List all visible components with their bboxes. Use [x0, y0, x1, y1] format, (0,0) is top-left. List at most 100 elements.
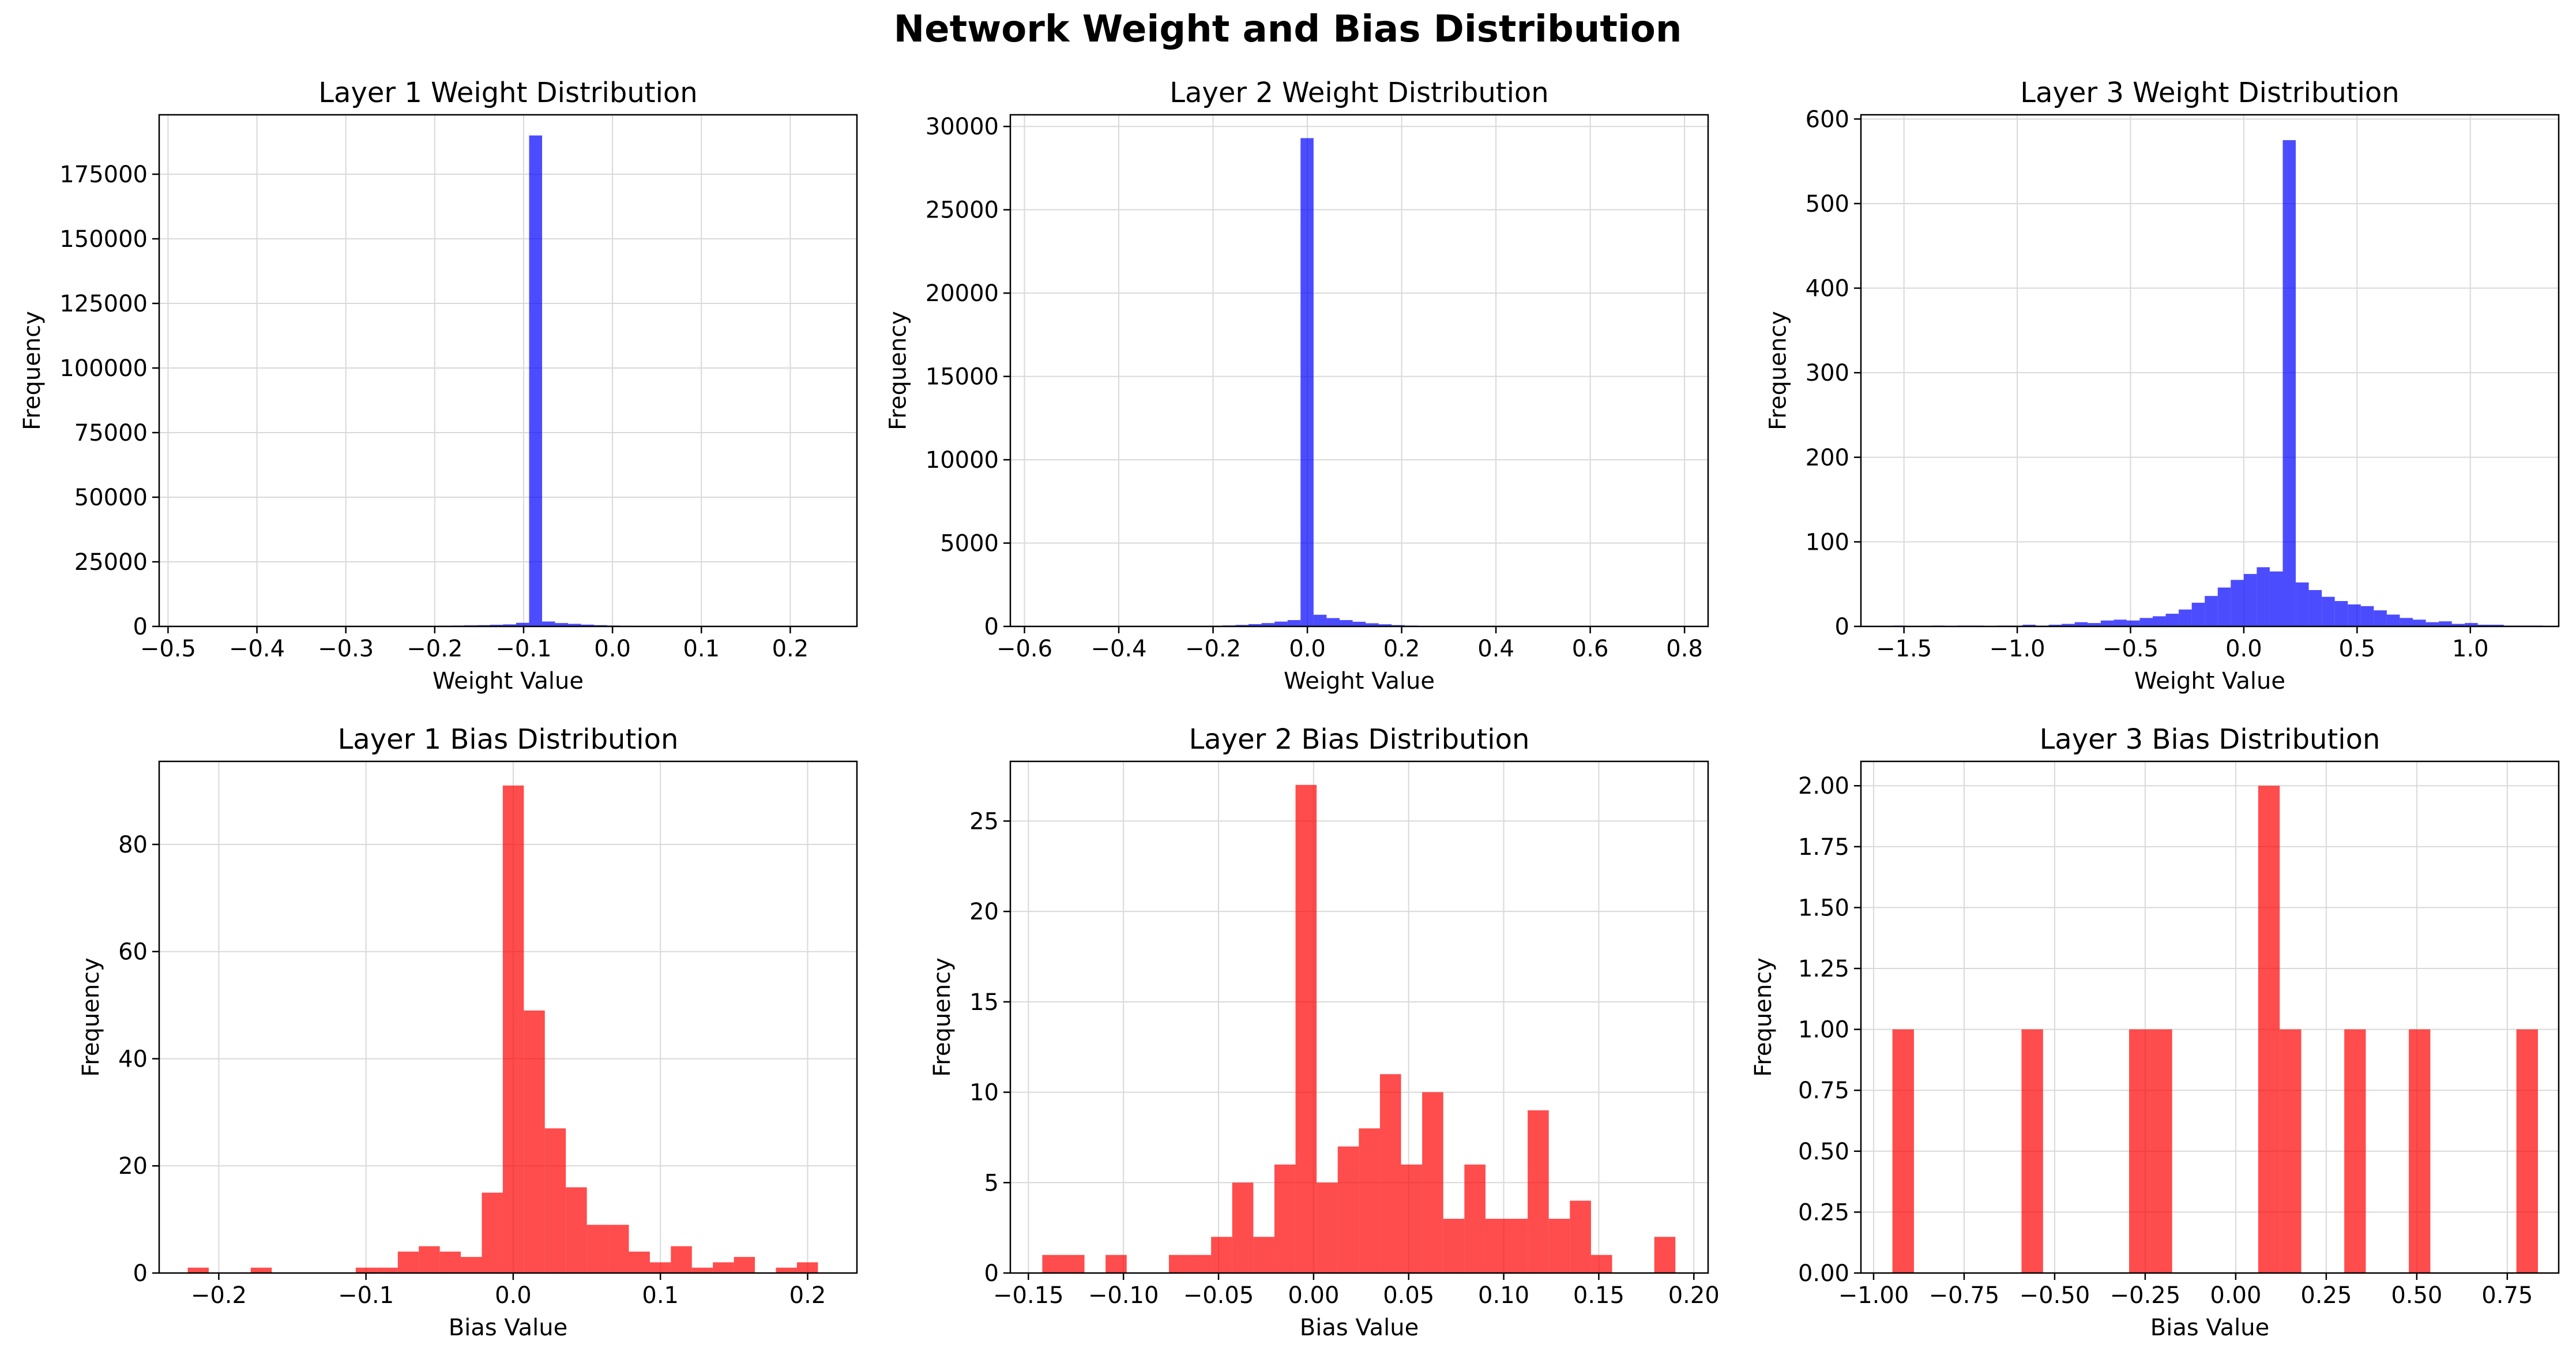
y-tick-label: 5	[984, 1170, 999, 1196]
y-tick-label: 10	[969, 1080, 999, 1106]
histogram-bar	[1168, 1255, 1190, 1273]
axes-frame	[1860, 760, 2560, 1274]
histogram-bar	[2296, 582, 2309, 626]
histogram-bar	[1485, 1218, 1507, 1273]
y-axis-label: Frequency	[1765, 311, 1792, 430]
histogram-bar	[1300, 138, 1314, 626]
histogram-bar	[1590, 1255, 1612, 1273]
histogram-bar	[2129, 1029, 2151, 1273]
histogram-bar	[529, 135, 543, 626]
histogram-bar	[1326, 618, 1340, 626]
histogram-bar	[2126, 620, 2140, 626]
y-tick-label: 100000	[59, 355, 148, 382]
y-tick-label: 30000	[926, 114, 999, 140]
histogram-bar	[2322, 596, 2335, 626]
histogram-bar	[377, 1267, 398, 1273]
x-tick-label: 0.1	[642, 1282, 679, 1309]
y-tick-label: 175000	[59, 162, 148, 188]
histogram-bar	[1235, 625, 1249, 626]
x-tick-label: −0.4	[1090, 636, 1146, 662]
x-tick-label: −0.5	[2103, 636, 2158, 662]
y-tick-label: 0	[133, 614, 148, 640]
histogram-bar	[555, 623, 569, 626]
histogram-bar	[581, 624, 595, 626]
y-axis-label: Frequency	[78, 958, 104, 1077]
x-tick-label: 0.0	[594, 636, 631, 662]
x-axis-label: Bias Value	[449, 1315, 567, 1341]
y-tick-label: 5000	[940, 531, 999, 557]
y-tick-label: 125000	[59, 291, 148, 317]
histogram-bar	[2374, 610, 2387, 626]
y-tick-label: 0.00	[1798, 1260, 1849, 1287]
histogram-bar	[2074, 622, 2088, 626]
histogram-bar	[2062, 624, 2075, 626]
histogram-bar	[671, 1246, 692, 1273]
histogram-bar	[1528, 1110, 1549, 1273]
x-tick-label: −0.15	[993, 1282, 1064, 1309]
histogram-bar	[1379, 1074, 1401, 1273]
y-tick-label: 20	[969, 899, 999, 925]
y-tick-label: 75000	[74, 420, 148, 446]
histogram-bar	[2516, 1029, 2538, 1273]
histogram-bar	[490, 625, 503, 626]
x-tick-label: 0.1	[683, 636, 720, 662]
figure-title: Network Weight and Bias Distribution	[894, 8, 1682, 51]
y-tick-label: 60	[118, 939, 148, 966]
subplot-grid: −0.5 −0.4 −0.3 −0.2 −0.1 0.0 0.1 0.202500050000…	[19, 77, 2560, 1341]
histogram-bar	[2439, 621, 2452, 626]
x-tick-label: −0.4	[229, 636, 285, 662]
histogram-bar	[355, 1267, 377, 1273]
y-tick-label: 40	[118, 1046, 148, 1072]
subplot-title: Layer 3 Bias Distribution	[2040, 723, 2381, 756]
histogram-bar	[2257, 567, 2270, 626]
histogram-bar	[2179, 609, 2192, 626]
histogram-bar	[1352, 621, 1366, 626]
histogram-bar	[397, 1251, 419, 1273]
histogram-bar	[187, 1267, 209, 1273]
y-tick-label: 0.25	[1798, 1199, 1849, 1226]
x-tick-label: −0.05	[1183, 1282, 1254, 1309]
histogram-bar	[2413, 619, 2426, 626]
subplot-title: Layer 1 Weight Distribution	[318, 77, 697, 109]
histogram-bar	[608, 1225, 629, 1273]
histogram-bar	[542, 621, 555, 626]
histogram-bar	[1378, 624, 1392, 626]
histogram-bar	[1359, 1128, 1380, 1273]
subplot-title: Layer 3 Weight Distribution	[2020, 77, 2399, 109]
x-tick-label: 0.00	[2210, 1282, 2261, 1309]
y-tick-label: 150000	[59, 226, 148, 253]
x-tick-label: −0.2	[407, 636, 462, 662]
y-tick-label: 1.00	[1798, 1017, 1849, 1043]
y-tick-label: 0.50	[1798, 1139, 1849, 1165]
histogram-bar	[2191, 602, 2205, 626]
subplot-1: −0.5 −0.4 −0.3 −0.2 −0.1 0.0 0.1 0.2 0 25000 50000…	[19, 77, 858, 694]
subplot-3: −1.5 −1.0 −0.5 0.0 0.5 1.0 0 100 200 300 400 500 600…	[1765, 77, 2560, 694]
histogram-bar	[2205, 596, 2218, 626]
y-tick-label: 80	[118, 832, 148, 858]
x-tick-label: −0.1	[495, 636, 551, 662]
histogram-bar	[1274, 621, 1288, 626]
histogram-bar	[2465, 623, 2478, 626]
y-tick-label: 500	[1806, 191, 1849, 217]
histogram-bar	[2139, 618, 2153, 626]
histogram-bar	[2425, 622, 2439, 626]
y-tick-label: 600	[1806, 106, 1849, 133]
histogram-bar	[1317, 1182, 1338, 1273]
x-tick-label: −0.1	[338, 1282, 394, 1309]
y-tick-label: 20000	[926, 280, 999, 307]
x-tick-label: 0.2	[789, 1282, 826, 1309]
x-tick-label: 0.0	[2225, 636, 2262, 662]
histogram-bar	[713, 1262, 734, 1273]
histogram-bar	[2088, 623, 2101, 626]
histogram-bar	[586, 1225, 608, 1273]
x-tick-label: −0.5	[140, 636, 196, 662]
histogram-bar	[2280, 1029, 2302, 1273]
histogram-bar	[566, 1187, 587, 1273]
histogram-bar	[1570, 1200, 1591, 1273]
y-axis-label: Frequency	[19, 311, 46, 430]
y-tick-label: 20	[118, 1153, 148, 1180]
y-tick-label: 1.25	[1798, 956, 1849, 982]
histogram-bar	[2100, 620, 2114, 626]
histogram-bar	[1190, 1255, 1212, 1273]
x-tick-label: 0.8	[1666, 636, 1703, 662]
